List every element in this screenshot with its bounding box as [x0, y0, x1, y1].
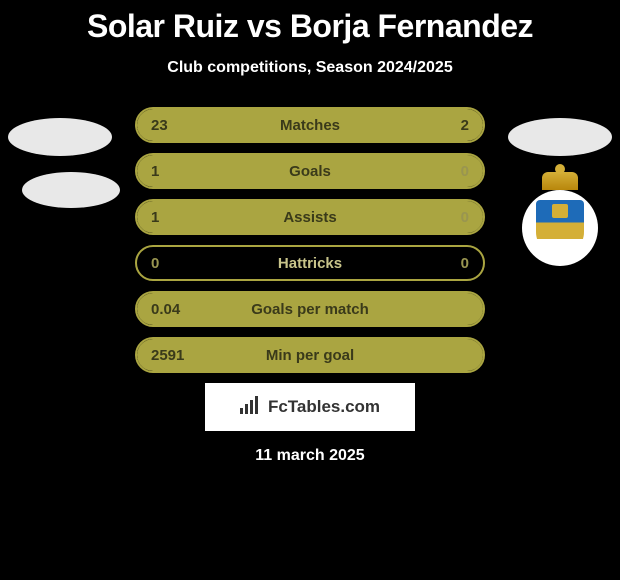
- stat-row: 23 Matches 2: [135, 107, 485, 143]
- left-player-badge-1: [8, 118, 112, 156]
- stat-label: Matches: [280, 117, 340, 134]
- stat-label: Min per goal: [266, 347, 354, 364]
- stat-value-right: 0: [461, 255, 469, 272]
- stat-label: Hattricks: [278, 255, 342, 272]
- chart-icon: [240, 396, 262, 419]
- stat-fill-right: [407, 109, 483, 141]
- stat-row: 0.04 Goals per match: [135, 291, 485, 327]
- stat-row: 0 Hattricks 0: [135, 245, 485, 281]
- stat-label: Goals per match: [251, 301, 369, 318]
- stat-value-left: 23: [151, 117, 168, 134]
- stat-value-left: 1: [151, 163, 159, 180]
- stat-value-left: 0.04: [151, 301, 180, 318]
- page-title: Solar Ruiz vs Borja Fernandez: [0, 0, 620, 45]
- date-text: 11 march 2025: [0, 447, 620, 465]
- right-team-emblem: [520, 172, 600, 267]
- right-player-badge-1: [508, 118, 612, 156]
- stat-value-right: 2: [461, 117, 469, 134]
- emblem-crown-icon: [542, 172, 578, 190]
- stat-row: 1 Goals 0: [135, 153, 485, 189]
- stat-row: 2591 Min per goal: [135, 337, 485, 373]
- emblem-shield-icon: [522, 190, 598, 266]
- stat-fill-left: [137, 109, 407, 141]
- branding-text: FcTables.com: [268, 397, 380, 417]
- page-subtitle: Club competitions, Season 2024/2025: [0, 59, 620, 77]
- stat-label: Goals: [289, 163, 331, 180]
- stat-row: 1 Assists 0: [135, 199, 485, 235]
- stat-value-left: 1: [151, 209, 159, 226]
- left-player-badge-2: [22, 172, 120, 208]
- stat-value-left: 0: [151, 255, 159, 272]
- stat-value-right: 0: [461, 209, 469, 226]
- stat-label: Assists: [283, 209, 336, 226]
- stat-value-left: 2591: [151, 347, 184, 364]
- stat-value-right: 0: [461, 163, 469, 180]
- branding-box: FcTables.com: [205, 383, 415, 431]
